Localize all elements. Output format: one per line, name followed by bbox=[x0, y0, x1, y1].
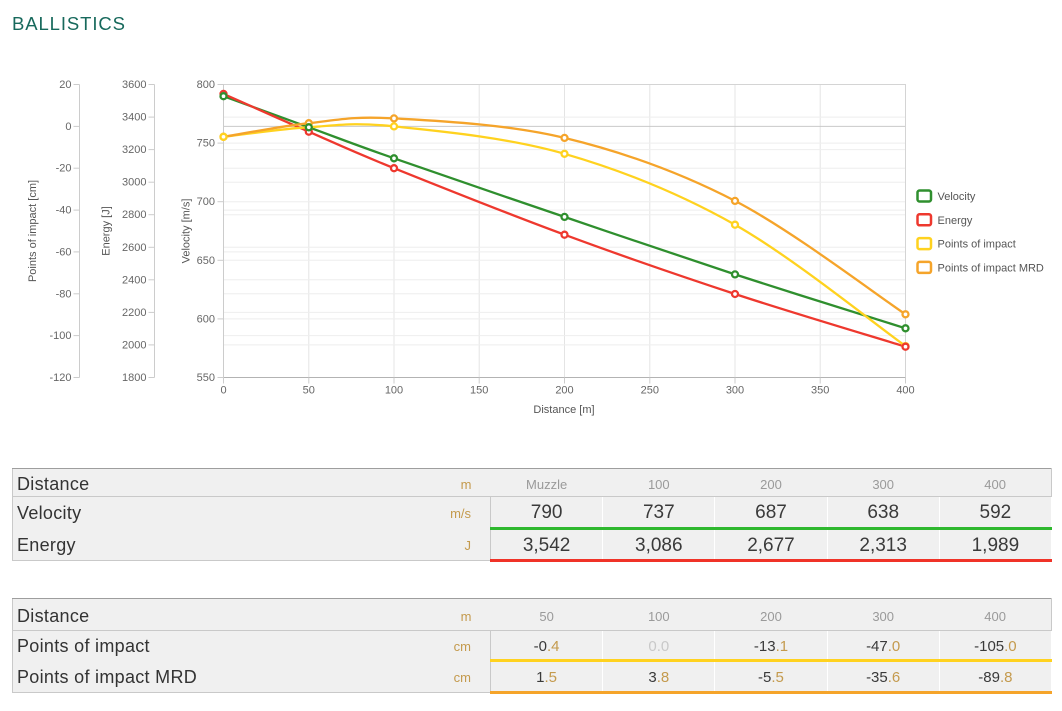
svg-text:650: 650 bbox=[197, 255, 215, 267]
svg-text:800: 800 bbox=[197, 79, 215, 91]
svg-text:2800: 2800 bbox=[122, 209, 146, 221]
svg-text:300: 300 bbox=[726, 385, 744, 397]
svg-text:Velocity [m/s]: Velocity [m/s] bbox=[181, 199, 193, 264]
svg-text:250: 250 bbox=[641, 385, 659, 397]
svg-text:1800: 1800 bbox=[122, 372, 146, 384]
svg-text:-120: -120 bbox=[49, 372, 71, 384]
svg-text:3400: 3400 bbox=[122, 112, 146, 124]
svg-text:200: 200 bbox=[555, 385, 573, 397]
svg-text:400: 400 bbox=[896, 385, 914, 397]
svg-text:3600: 3600 bbox=[122, 79, 146, 91]
svg-text:Energy [J]: Energy [J] bbox=[101, 206, 113, 256]
svg-text:2400: 2400 bbox=[122, 274, 146, 286]
svg-text:Points of impact MRD: Points of impact MRD bbox=[938, 262, 1044, 274]
svg-text:2600: 2600 bbox=[122, 242, 146, 254]
svg-text:2200: 2200 bbox=[122, 307, 146, 319]
svg-text:100: 100 bbox=[385, 385, 403, 397]
svg-text:20: 20 bbox=[59, 79, 71, 91]
svg-text:Points of impact: Points of impact bbox=[938, 239, 1016, 251]
svg-text:-100: -100 bbox=[49, 330, 71, 342]
svg-text:700: 700 bbox=[197, 196, 215, 208]
svg-text:Points of impact [cm]: Points of impact [cm] bbox=[27, 180, 39, 282]
svg-text:Energy: Energy bbox=[938, 215, 973, 227]
svg-text:750: 750 bbox=[197, 138, 215, 150]
svg-text:3000: 3000 bbox=[122, 177, 146, 189]
svg-text:Velocity: Velocity bbox=[938, 191, 976, 203]
svg-text:-60: -60 bbox=[56, 246, 72, 258]
svg-text:-20: -20 bbox=[56, 163, 72, 175]
svg-text:2000: 2000 bbox=[122, 339, 146, 351]
svg-text:Distance [m]: Distance [m] bbox=[533, 404, 594, 416]
svg-text:550: 550 bbox=[197, 372, 215, 384]
svg-text:-80: -80 bbox=[56, 288, 72, 300]
svg-text:50: 50 bbox=[303, 385, 315, 397]
svg-text:600: 600 bbox=[197, 313, 215, 325]
svg-text:-40: -40 bbox=[56, 205, 72, 217]
svg-text:350: 350 bbox=[811, 385, 829, 397]
svg-text:150: 150 bbox=[470, 385, 488, 397]
svg-text:0: 0 bbox=[220, 385, 226, 397]
svg-text:3200: 3200 bbox=[122, 144, 146, 156]
svg-text:0: 0 bbox=[65, 121, 71, 133]
